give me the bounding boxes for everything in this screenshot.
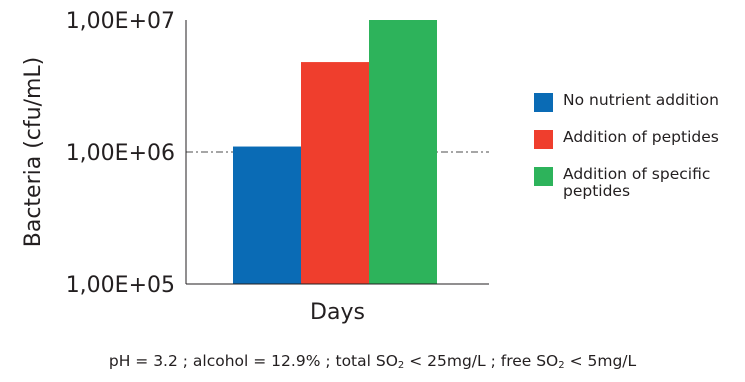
legend: No nutrient addition Addition of peptide…	[534, 92, 745, 217]
legend-swatch-green	[534, 167, 553, 186]
bar-addition-of-specific-peptides	[369, 20, 437, 284]
bars-group	[233, 20, 437, 284]
footnote-subscript: 2	[558, 360, 565, 371]
legend-swatch-blue	[534, 93, 553, 112]
legend-swatch-red	[534, 130, 553, 149]
legend-item-specific-peptides: Addition of specific peptides	[534, 166, 745, 200]
footnote: pH = 3.2 ; alcohol = 12.9% ; total SO2 <…	[0, 352, 745, 371]
y-tick-label: 1,00E+06	[66, 141, 175, 166]
y-axis-label: Bacteria (cfu/mL)	[21, 57, 46, 248]
bar-chart: 1,00E+05 1,00E+06 1,00E+07 Days Bacteria (…	[21, 9, 489, 325]
y-tick-label: 1,00E+07	[66, 9, 175, 34]
legend-label: No nutrient addition	[563, 91, 719, 109]
bar-addition-of-peptides	[301, 62, 369, 284]
footnote-subscript: 2	[397, 360, 405, 371]
footnote-text: < 25mg/L ; free SO	[404, 352, 559, 370]
y-tick-labels: 1,00E+05 1,00E+06 1,00E+07	[66, 9, 175, 298]
legend-item-no-nutrient: No nutrient addition	[534, 92, 745, 112]
footnote-text: < 5mg/L	[564, 352, 637, 370]
y-tick-label: 1,00E+05	[66, 273, 175, 298]
x-axis-label: Days	[310, 300, 365, 325]
legend-label: Addition of peptides	[563, 128, 719, 146]
legend-item-peptides: Addition of peptides	[534, 129, 745, 149]
legend-label: Addition of specific peptides	[563, 165, 711, 200]
footnote-text: pH = 3.2 ; alcohol = 12.9% ; total SO	[108, 352, 398, 370]
bar-no-nutrient-addition	[233, 146, 301, 284]
